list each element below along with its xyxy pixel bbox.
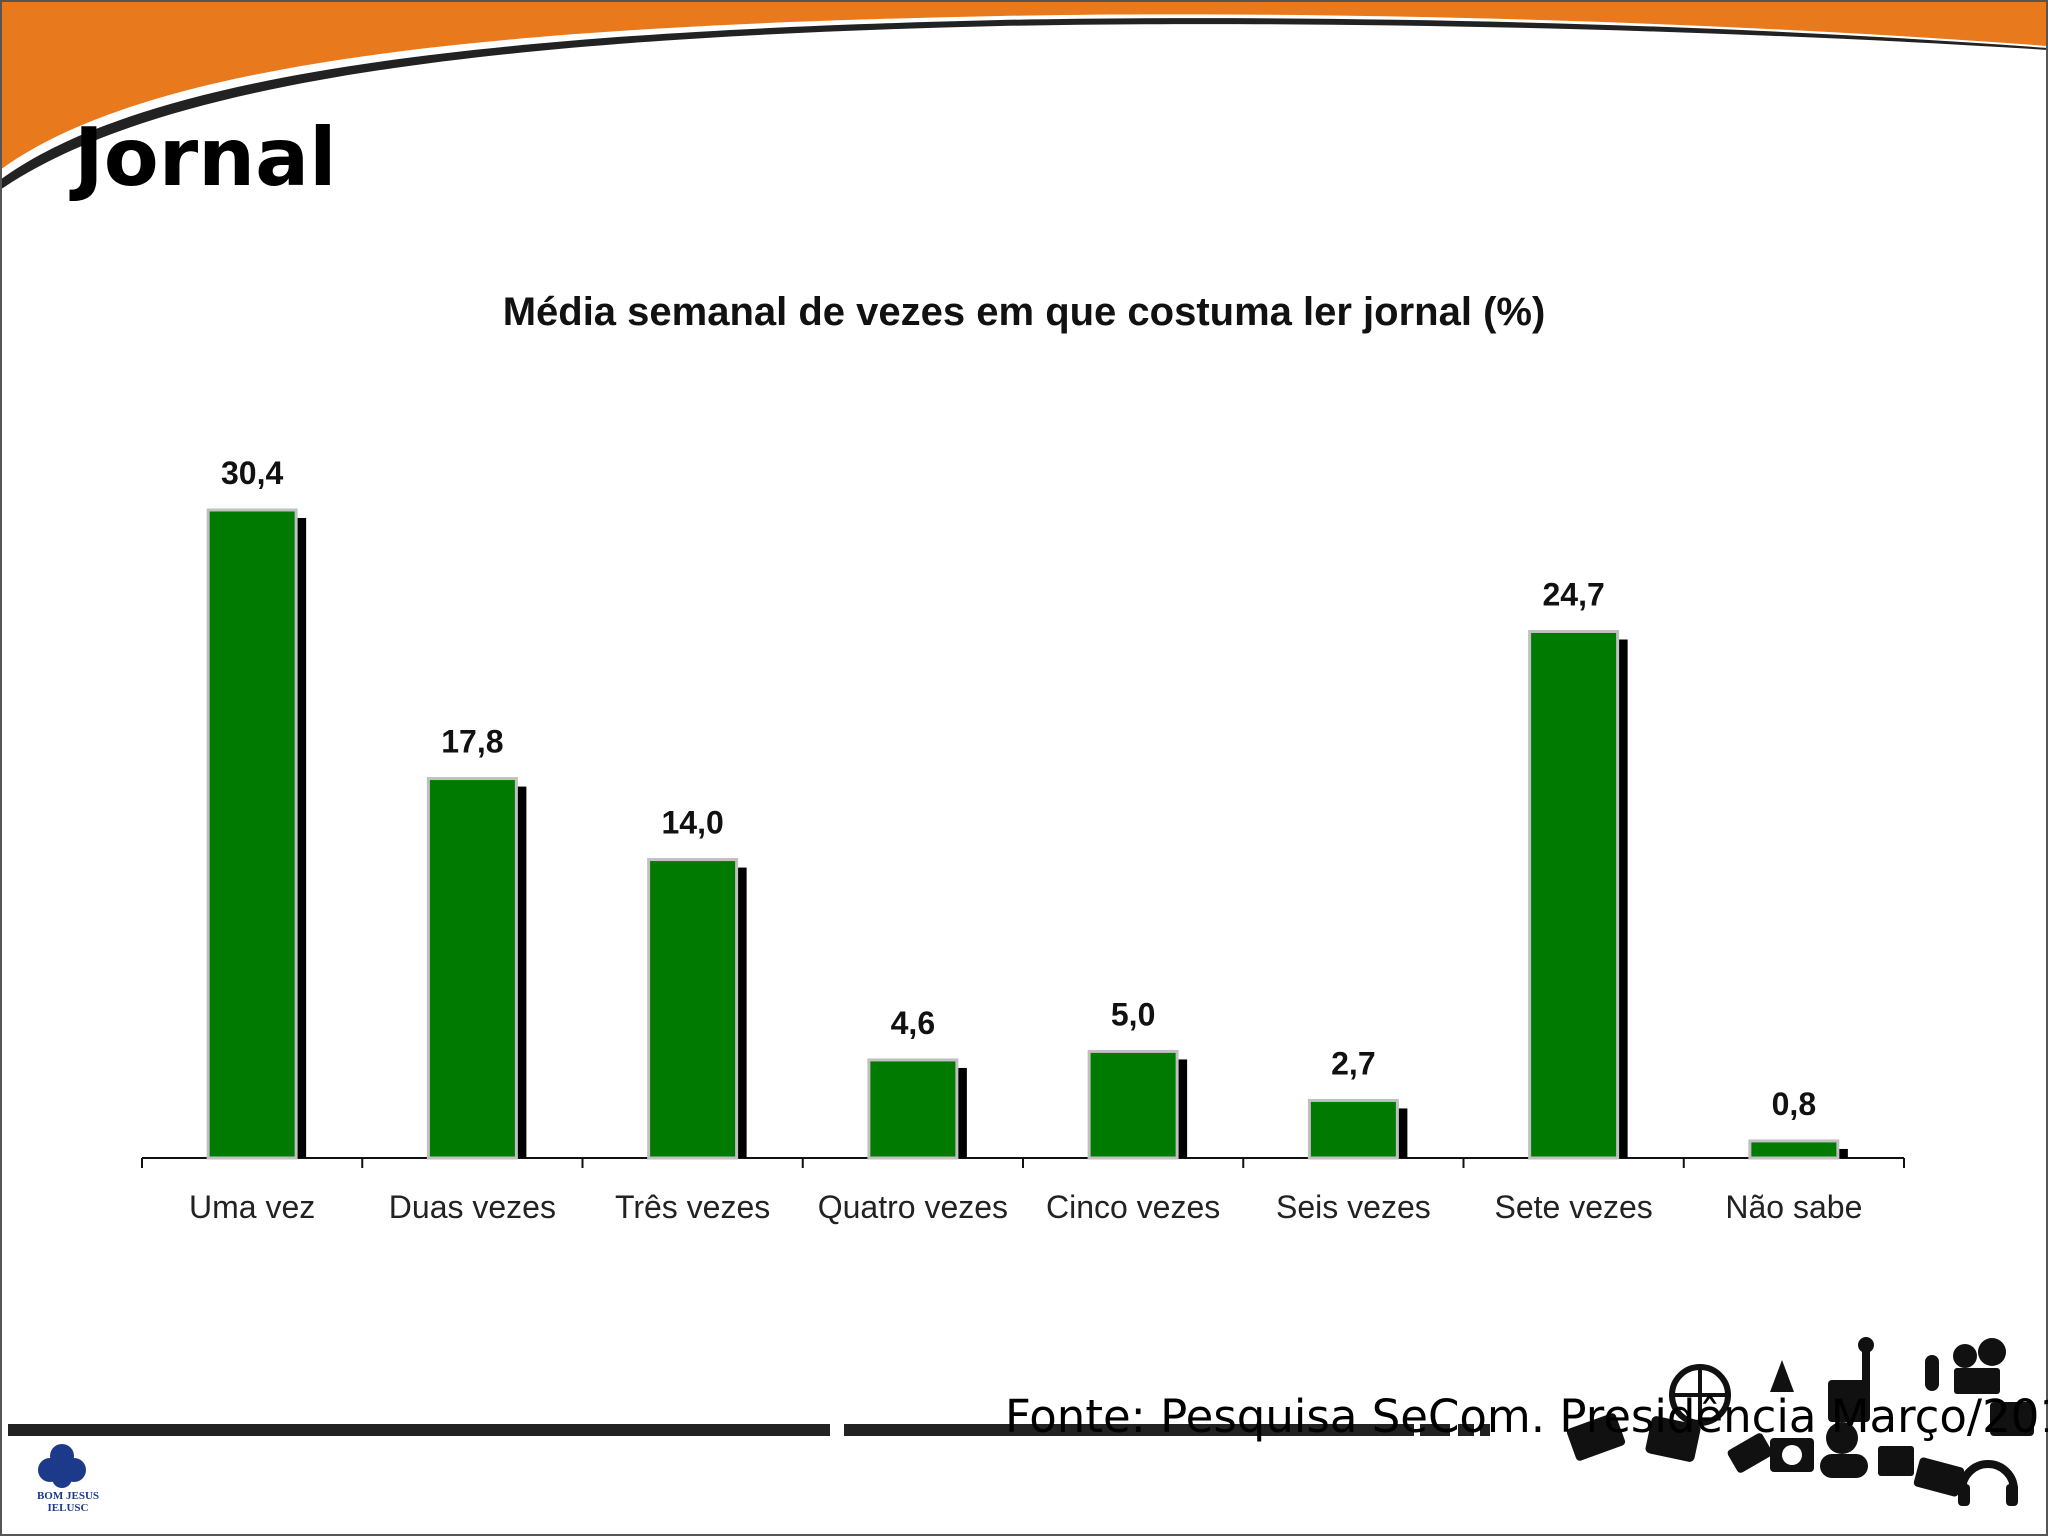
x-tick-label: Seis vezes	[1276, 1189, 1431, 1225]
x-tick-label: Cinco vezes	[1046, 1189, 1220, 1225]
data-label: 14,0	[661, 805, 723, 841]
source-note: Fonte: Pesquisa SeCom. Presidência Março…	[1005, 1390, 2048, 1443]
x-tick-label: Uma vez	[189, 1189, 315, 1225]
x-tick-label: Três vezes	[615, 1189, 770, 1225]
microphone-icon	[1925, 1355, 1939, 1391]
media-icons-cluster	[1566, 1337, 2034, 1506]
data-label: 30,4	[221, 455, 283, 491]
gamepad-icon	[1820, 1454, 1868, 1478]
tv-icon	[1645, 1416, 1701, 1462]
logo-line-2: IELUSC	[47, 1502, 89, 1514]
joystick-icon	[1862, 1345, 1870, 1385]
logo	[38, 1444, 86, 1488]
tablet-icon	[1913, 1457, 1965, 1497]
data-label: 24,7	[1542, 577, 1604, 613]
data-label: 5,0	[1111, 996, 1155, 1032]
film-camera-icon	[1953, 1344, 1977, 1368]
footer-rule	[8, 1424, 1490, 1436]
bar	[206, 508, 298, 1160]
slide-title: Jornal	[74, 111, 337, 204]
monitor-icon	[1828, 1380, 1870, 1422]
video-camera-icon	[1826, 1422, 1858, 1454]
laptop-icon	[1566, 1413, 1626, 1461]
radio-icon	[1990, 1402, 2034, 1436]
bar	[1748, 1139, 1840, 1160]
data-label: 17,8	[441, 724, 503, 760]
logo-line-1: BOM JESUS	[36, 1490, 100, 1502]
x-tick-label: Sete vezes	[1494, 1189, 1652, 1225]
x-tick-label: Quatro vezes	[818, 1189, 1008, 1225]
data-label: 0,8	[1772, 1086, 1816, 1122]
data-label: 2,7	[1331, 1045, 1375, 1081]
header-swoosh	[0, 0, 2048, 170]
bar	[867, 1058, 959, 1160]
header-swoosh-shadow	[0, 18, 2048, 190]
logo-text: BOM JESUS IELUSC	[22, 1490, 114, 1514]
bar	[426, 777, 518, 1160]
chart-title: Média semanal de vezes em que costuma le…	[502, 290, 1546, 334]
antenna-icon	[1770, 1360, 1794, 1392]
bar	[1307, 1098, 1399, 1160]
laptop-small-icon	[1878, 1446, 1914, 1476]
x-tick-label: Duas vezes	[389, 1189, 556, 1225]
bar	[1087, 1049, 1179, 1160]
phone-icon	[1727, 1433, 1773, 1473]
data-label: 4,6	[891, 1005, 935, 1041]
headphones-icon	[1958, 1460, 2018, 1491]
x-tick-label: Não sabe	[1725, 1189, 1862, 1225]
bar	[1528, 630, 1620, 1160]
bar	[647, 858, 739, 1160]
